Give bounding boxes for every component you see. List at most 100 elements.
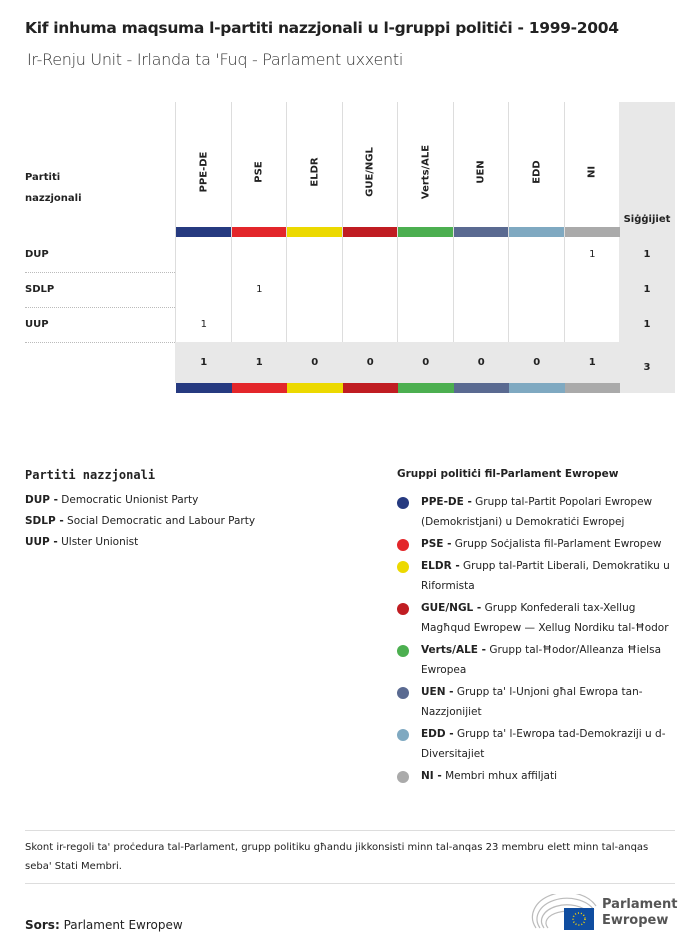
divider bbox=[25, 883, 675, 884]
divider bbox=[25, 830, 675, 831]
group-color-bar bbox=[398, 227, 454, 237]
seat-cell bbox=[343, 272, 399, 307]
group-header: GUE/NGL bbox=[364, 147, 376, 197]
parliament-logo: Parlament Ewropew bbox=[530, 891, 680, 934]
seat-cell: 1 bbox=[256, 284, 263, 295]
color-dot-icon bbox=[397, 497, 409, 509]
group-color-bar bbox=[564, 227, 620, 237]
group-color-bar bbox=[287, 227, 343, 237]
seat-cell bbox=[232, 307, 288, 342]
group-legend: Gruppi politiċi fil-Parlament Ewropew PP… bbox=[397, 468, 682, 788]
group-total: 1 bbox=[200, 357, 208, 368]
legend-item: PSE - Grupp Soċjalista fil-Parlament Ewr… bbox=[397, 534, 682, 554]
seat-cell bbox=[509, 272, 565, 307]
color-dot-icon bbox=[397, 645, 409, 657]
group-legend-title: Gruppi politiċi fil-Parlament Ewropew bbox=[397, 468, 619, 480]
legend-item: Verts/ALE - Grupp tal-Ħodor/Alleanza Ħie… bbox=[397, 640, 682, 680]
group-color-bar bbox=[509, 383, 565, 393]
seat-cell bbox=[287, 307, 343, 342]
group-color-bar bbox=[231, 383, 287, 393]
legend-item: UUP - Ulster Unionist bbox=[25, 536, 139, 548]
group-color-bar bbox=[342, 227, 398, 237]
party-legend: Partiti nazzjonali DUP - Democratic Unio… bbox=[25, 468, 255, 557]
party-legend-title: Partiti nazzjonali bbox=[25, 468, 156, 482]
legend-item: ELDR - Grupp tal-Partit Liberali, Demokr… bbox=[397, 556, 682, 596]
group-color-bar bbox=[453, 383, 509, 393]
row-total: 1 bbox=[643, 284, 651, 295]
color-dot-icon bbox=[397, 561, 409, 573]
group-color-bar bbox=[453, 227, 509, 237]
seat-cell bbox=[509, 307, 565, 342]
group-color-bar bbox=[231, 227, 287, 237]
group-column: PPE-DE 1 1 bbox=[175, 102, 232, 393]
seat-cell: 1 bbox=[589, 249, 596, 260]
group-total: 0 bbox=[477, 357, 485, 368]
seat-cell bbox=[287, 237, 343, 272]
group-total: 0 bbox=[533, 357, 541, 368]
group-header: UEN bbox=[475, 160, 487, 184]
group-column: GUE/NGL 0 bbox=[341, 102, 399, 393]
group-column: PSE 1 1 bbox=[230, 102, 288, 393]
row-header: Partiti nazzjonali bbox=[25, 172, 82, 204]
legend-item: GUE/NGL - Grupp Konfederali tax-Xellug M… bbox=[397, 598, 682, 638]
legend-item: PPE-DE - Grupp tal-Partit Popolari Ewrop… bbox=[397, 492, 682, 532]
total-column: Siġġijiet bbox=[619, 102, 675, 393]
group-header: NI bbox=[586, 165, 598, 179]
group-header: PPE-DE bbox=[198, 151, 210, 193]
seat-cell bbox=[176, 272, 232, 307]
seat-cell bbox=[176, 237, 232, 272]
seat-cell bbox=[398, 237, 454, 272]
legend-item: SDLP - Social Democratic and Labour Part… bbox=[25, 515, 256, 527]
seat-cell bbox=[565, 272, 621, 307]
group-header: PSE bbox=[253, 161, 265, 183]
group-column: UEN 0 bbox=[452, 102, 510, 393]
seat-cell bbox=[454, 307, 510, 342]
group-color-bar bbox=[287, 383, 343, 393]
row-total: 1 bbox=[643, 319, 651, 330]
group-header: Verts/ALE bbox=[420, 144, 432, 200]
totals-row bbox=[175, 342, 619, 383]
group-column: Verts/ALE 0 bbox=[397, 102, 454, 393]
grand-total: 3 bbox=[643, 362, 651, 373]
row-label: SDLP bbox=[25, 272, 175, 308]
color-dot-icon bbox=[397, 687, 409, 699]
group-color-bar bbox=[398, 383, 454, 393]
seat-cell bbox=[343, 237, 399, 272]
group-total: 0 bbox=[311, 357, 319, 368]
group-total: 0 bbox=[366, 357, 374, 368]
color-dot-icon bbox=[397, 603, 409, 615]
group-column: NI 1 1 bbox=[563, 102, 621, 393]
seat-cell bbox=[398, 307, 454, 342]
footnote: Skont ir-regoli ta' proċedura tal-Parlam… bbox=[25, 842, 649, 872]
legend-item: NI - Membri mhux affiljati bbox=[397, 766, 682, 786]
legend-item: UEN - Grupp ta' l-Unjoni għal Ewropa tan… bbox=[397, 682, 682, 722]
seat-cell bbox=[232, 237, 288, 272]
group-column: EDD 0 bbox=[508, 102, 565, 393]
group-total: 0 bbox=[422, 357, 430, 368]
seat-cell bbox=[398, 272, 454, 307]
color-dot-icon bbox=[397, 771, 409, 783]
page-title: Kif inhuma maqsuma l-partiti nazzjonali … bbox=[25, 19, 619, 37]
group-color-bar bbox=[564, 383, 620, 393]
seat-cell bbox=[454, 272, 510, 307]
seat-cell bbox=[287, 272, 343, 307]
color-dot-icon bbox=[397, 729, 409, 741]
group-total: 1 bbox=[255, 357, 263, 368]
source: Sors: Parlament Ewropew bbox=[25, 918, 183, 932]
seat-cell bbox=[343, 307, 399, 342]
group-color-bar bbox=[342, 383, 398, 393]
group-header: EDD bbox=[531, 160, 543, 184]
seat-cell: 1 bbox=[200, 319, 207, 330]
row-label: DUP bbox=[25, 237, 175, 273]
row-label: UUP bbox=[25, 307, 175, 343]
seat-cell bbox=[565, 307, 621, 342]
group-total: 1 bbox=[588, 357, 596, 368]
color-dot-icon bbox=[397, 539, 409, 551]
seat-cell bbox=[454, 237, 510, 272]
group-color-bar bbox=[509, 227, 565, 237]
legend-item: DUP - Democratic Unionist Party bbox=[25, 494, 199, 506]
row-total: 1 bbox=[643, 249, 651, 260]
group-header: ELDR bbox=[309, 157, 321, 187]
group-color-bar bbox=[176, 383, 232, 393]
